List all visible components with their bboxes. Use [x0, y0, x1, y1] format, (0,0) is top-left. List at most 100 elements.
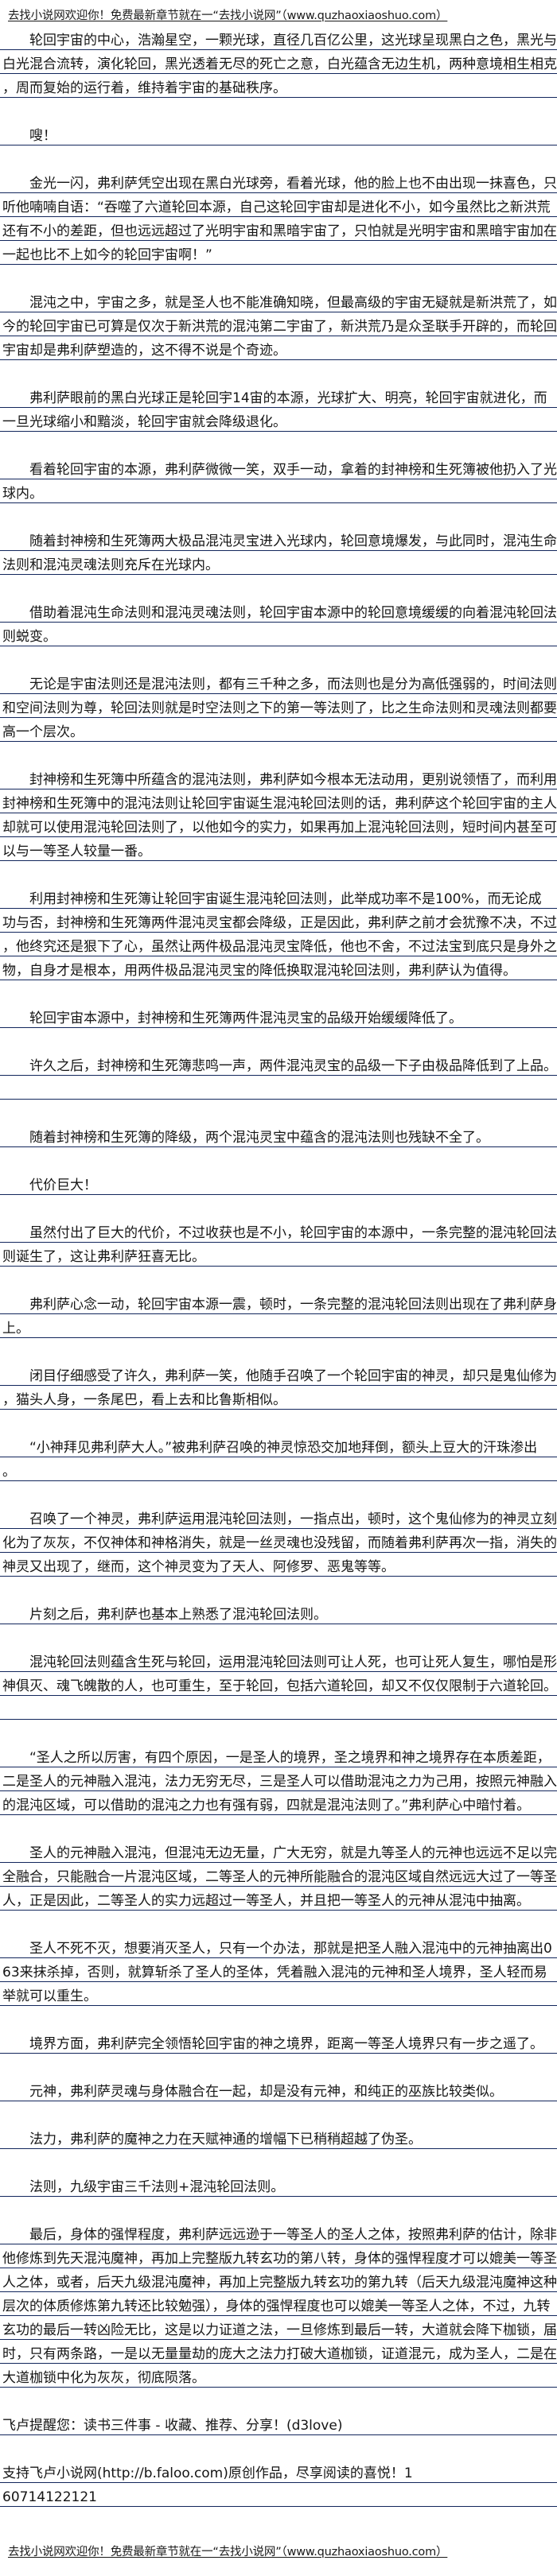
paragraph: 召唤了一个神灵，弗利萨运用混沌轮回法则，一指点出，顿时，这个鬼仙修为的神灵立刻化…	[0, 1505, 557, 1577]
text-line: 封神榜和生死簿中的混沌法则让轮回宇宙诞生混沌轮回法则的话，弗利萨这个轮回宇宙的主…	[2, 796, 557, 812]
text-line: 飞卢提醒您：读书三件事 - 收藏、推荐、分享！(d3love)	[2, 2418, 343, 2434]
text-line: 则诞生了，这让弗利萨狂喜无比。	[2, 1249, 205, 1265]
paragraph: 弗利萨心念一动，轮回宇宙本源一震，顿时，一条完整的混沌轮回法则出现在了弗利萨身上…	[0, 1290, 557, 1338]
ruled-line: 一旦光球缩小和黯淡，轮回宇宙就会降级退化。	[0, 408, 557, 432]
text-line: 玄功的最后一转凶险无比，这是以力证道之法，一旦修炼到最后一转，大道就会降下枷锁，…	[2, 2322, 557, 2338]
ruled-line: 借助着混沌生命法则和混沌灵魂法则，轮回宇宙本源中的轮回意境缓缓的向着混沌轮回法	[0, 599, 557, 623]
text-line: 境界方面，弗利萨完全领悟轮回宇宙的神之境界，距离一等圣人境界只有一步之遥了。	[2, 2036, 543, 2052]
paragraph: 境界方面，弗利萨完全领悟轮回宇宙的神之境界，距离一等圣人境界只有一步之遥了。	[0, 2030, 557, 2054]
text-line: 混沌轮回法则蕴含生死与轮回，运用混沌轮回法则可让人死，也可让死人复生，哪怕是形	[2, 1655, 557, 1670]
ruled-line: 随着封神榜和生死簿两大极品混沌灵宝进入光球内，轮回意境爆发，与此同时，混沌生命	[0, 527, 557, 551]
ruled-line: 封神榜和生死簿中的混沌法则让轮回宇宙诞生混沌轮回法则的话，弗利萨这个轮回宇宙的主…	[0, 789, 557, 813]
paragraph: 飞卢提醒您：读书三件事 - 收藏、推荐、分享！(d3love)	[0, 2411, 557, 2435]
text-line: 60714122121	[2, 2489, 97, 2505]
text-line: ，猫头人身，一条尾巴，看上去和比鲁斯相似。	[2, 1392, 286, 1408]
ruled-line: 代价巨大！	[0, 1171, 557, 1195]
text-line: 嗖！	[2, 128, 56, 144]
paragraph: 支持飞卢小说网(http://b.faloo.com)原创作品，尽享阅读的喜悦！…	[0, 2459, 557, 2507]
text-line: 弗利萨心念一动，轮回宇宙本源一震，顿时，一条完整的混沌轮回法则出现在了弗利萨身	[2, 1297, 557, 1313]
text-line: 随着封神榜和生死簿的降级，两个混沌灵宝中蕴含的混沌法则也残缺不全了。	[2, 1130, 489, 1146]
ruled-line: 弗利萨心念一动，轮回宇宙本源一震，顿时，一条完整的混沌轮回法则出现在了弗利萨身	[0, 1290, 557, 1314]
ruled-line: 则诞生了，这让弗利萨狂喜无比。	[0, 1243, 557, 1267]
paragraph: 无论是宇宙法则还是混沌法则，都有三千种之多，而法则也是分为高低强弱的，时间法则和…	[0, 670, 557, 742]
ruled-line: 法则和混沌灵魂法则充斥在光球内。	[0, 551, 557, 575]
text-line: 一旦光球缩小和黯淡，轮回宇宙就会降级退化。	[2, 414, 286, 430]
text-line: 的混沌区域，可以借助的混沌之力也有强有弱，四就是混沌法则了。”弗利萨心中暗忖着。	[2, 1798, 531, 1814]
ruled-line: 随着封神榜和生死簿的降级，两个混沌灵宝中蕴含的混沌法则也残缺不全了。	[0, 1123, 557, 1147]
paragraph: 弗利萨眼前的黑白光球正是轮回宇14宙的本源，光球扩大、明亮，轮回宇宙就进化，而一…	[0, 384, 557, 432]
text-line: 随着封神榜和生死簿两大极品混沌灵宝进入光球内，轮回意境爆发，与此同时，混沌生命	[2, 533, 557, 549]
text-line: 功与否，封神榜和生死簿两件混沌灵宝都会降级，正是因此，弗利萨之前才会犹豫不决，不…	[2, 915, 557, 931]
ruled-line	[0, 1076, 557, 1100]
text-line: 今的轮回宇宙已可算是仅次于新洪荒的混沌第二宇宙了，新洪荒乃是众圣联手开辟的，而轮…	[2, 319, 557, 335]
ruled-line: 人，正是因此，二等圣人的实力远超过一等圣人，并且把一等圣人的元神从混沌中抽离。	[0, 1887, 557, 1911]
paragraph: 借助着混沌生命法则和混沌灵魂法则，轮回宇宙本源中的轮回意境缓缓的向着混沌轮回法则…	[0, 599, 557, 646]
text-line: 闭目仔细感受了许久，弗利萨一笑，他随手召唤了一个轮回宇宙的神灵，却只是鬼仙修为	[2, 1368, 557, 1384]
text-line: 召唤了一个神灵，弗利萨运用混沌轮回法则，一指点出，顿时，这个鬼仙修为的神灵立刻	[2, 1511, 557, 1527]
ruled-line: 60714122121	[0, 2483, 557, 2507]
text-line: 轮回宇宙的中心，浩瀚星空，一颗光球，直径几百亿公里，这光球呈现黑白之色，黑光与	[2, 33, 557, 48]
ruled-line: 片刻之后，弗利萨也基本上熟悉了混沌轮回法则。	[0, 1600, 557, 1624]
text-line: 法力，弗利萨的魔神之力在天赋神通的增幅下已稍稍超越了伪圣。	[2, 2132, 422, 2147]
ruled-line: 他修炼到先天混沌魔神，再加上完整版九转玄功的第八转，身体的强悍程度才可以媲美一等…	[0, 2244, 557, 2268]
ruled-line: 时，只有两条路，一是以无量量劫的庞大之法力打破大道枷锁，证道混元，成为圣人，二是…	[0, 2340, 557, 2364]
text-line: 一起也比不上如今的轮回宇宙啊！”	[2, 247, 212, 263]
ruled-line: 圣人不死不灭，想要消灭圣人，只有一个办法，那就是把圣人融入混沌中的元神抽离出0	[0, 1934, 557, 1958]
ruled-line: 今的轮回宇宙已可算是仅次于新洪荒的混沌第二宇宙了，新洪荒乃是众圣联手开辟的，而轮…	[0, 312, 557, 336]
paragraph: 圣人的元神融入混沌，但混沌无边无量，广大无穷，就是九等圣人的元神也远远不足以完全…	[0, 1839, 557, 1911]
ruled-line: 境界方面，弗利萨完全领悟轮回宇宙的神之境界，距离一等圣人境界只有一步之遥了。	[0, 2030, 557, 2054]
ruled-line: 轮回宇宙本源中，封神榜和生死簿两件混沌灵宝的品级开始缓缓降低了。	[0, 1004, 557, 1028]
ruled-line: “小神拜见弗利萨大人。”被弗利萨召唤的神灵惊恐交加地拜倒，额头上豆大的汗珠渗出	[0, 1433, 557, 1457]
site-banner-link-top[interactable]: 去找小说网欢迎你！免费最新章节就在一“去找小说网”（www.quzhaoxiao…	[8, 10, 448, 22]
ruled-line: 神灵又出现了，继而，这个神灵变为了天人、阿修罗、恶鬼等等。	[0, 1553, 557, 1577]
ruled-line: ，猫头人身，一条尾巴，看上去和比鲁斯相似。	[0, 1386, 557, 1410]
paragraph: 利用封神榜和生死簿让轮回宇宙诞生混沌轮回法则，此举成功率不是100%，而无论成功…	[0, 885, 557, 980]
ruled-line: 人之体，或者，后天九级混沌魔神，再加上完整版九转玄功的第九转（后天九级混沌魔神这…	[0, 2268, 557, 2292]
ruled-line: 闭目仔细感受了许久，弗利萨一笑，他随手召唤了一个轮回宇宙的神灵，却只是鬼仙修为	[0, 1362, 557, 1386]
ruled-line: 化为了灰灰，不仅神体和神格消失，就是一丝灵魂也没残留，而随着弗利萨再次一指，消失…	[0, 1529, 557, 1553]
chapter-text: 轮回宇宙的中心，浩瀚星空，一颗光球，直径几百亿公里，这光球呈现黑白之色，黑光与白…	[0, 26, 557, 2531]
ruled-line: 物，自身才是根本，用两件极品混沌灵宝的降低换取混沌轮回法则，弗利萨认为值得。	[0, 956, 557, 980]
text-line: 支持飞卢小说网(http://b.faloo.com)原创作品，尽享阅读的喜悦！…	[2, 2465, 413, 2481]
ruled-line: 的混沌区域，可以借助的混沌之力也有强有弱，四就是混沌法则了。”弗利萨心中暗忖着。	[0, 1791, 557, 1815]
paragraph: 闭目仔细感受了许久，弗利萨一笑，他随手召唤了一个轮回宇宙的神灵，却只是鬼仙修为 ，…	[0, 1362, 557, 1410]
ruled-line: 高一个层次。	[0, 718, 557, 742]
text-line: 最后，身体的强悍程度，弗利萨远远逊于一等圣人的圣人之体，按照弗利萨的估计，除非	[2, 2227, 557, 2243]
text-line: 二是圣人的元神融入混沌，法力无穷无尽，三是圣人可以借助混沌之力为己用，按照元神融…	[2, 1774, 557, 1790]
paragraph: 片刻之后，弗利萨也基本上熟悉了混沌轮回法则。	[0, 1600, 557, 1624]
ruled-line: 封神榜和生死簿中所蕴含的混沌法则，弗利萨如今根本无法动用，更别说领悟了，而利用	[0, 766, 557, 789]
text-line: 白光混合流转，演化轮回，黑光透着无尽的死亡之意，白光蕴含无边生机，两种意境相生相…	[2, 56, 557, 72]
ruled-line: 则蜕变。	[0, 623, 557, 646]
ruled-line: 。	[0, 1457, 557, 1481]
paragraph: “圣人之所以厉害，有四个原因，一是圣人的境界，圣之境界和神之境界存在本质差距， 二…	[0, 1744, 557, 1815]
text-line: 轮回宇宙本源中，封神榜和生死簿两件混沌灵宝的品级开始缓缓降低了。	[2, 1011, 462, 1026]
text-line: 以与一等圣人较量一番。	[2, 844, 151, 859]
text-line: 层次的体质修炼第九转还比较勉强），身体的强悍程度也可以媲美一等圣人之体，不过，九…	[2, 2299, 551, 2314]
paragraph: 混沌轮回法则蕴含生死与轮回，运用混沌轮回法则可让人死，也可让死人复生，哪怕是形神…	[0, 1648, 557, 1720]
ruled-line: 轮回宇宙的中心，浩瀚星空，一颗光球，直径几百亿公里，这光球呈现黑白之色，黑光与	[0, 26, 557, 50]
text-line: 无论是宇宙法则还是混沌法则，都有三千种之多，而法则也是分为高低强弱的，时间法则	[2, 677, 557, 692]
text-line: 弗利萨眼前的黑白光球正是轮回宇14宙的本源，光球扩大、明亮，轮回宇宙就进化，而	[2, 390, 547, 406]
text-line: “小神拜见弗利萨大人。”被弗利萨召唤的神灵惊恐交加地拜倒，额头上豆大的汗珠渗出	[2, 1440, 538, 1456]
ruled-line: “圣人之所以厉害，有四个原因，一是圣人的境界，圣之境界和神之境界存在本质差距，	[0, 1744, 557, 1767]
text-line: 神俱灭、魂飞魄散的人，也可重生，至于轮回，包括六道轮回，却又不仅仅限制于六道轮回…	[2, 1678, 557, 1694]
text-line: 全融合，只能融合一片混沌区域，二等圣人的元神所能融合的混沌区域自然远远大过了一等…	[2, 1869, 557, 1885]
ruled-line: 上。	[0, 1314, 557, 1338]
text-line: 化为了灰灰，不仅神体和神格消失，就是一丝灵魂也没残留，而随着弗利萨再次一指，消失…	[2, 1535, 557, 1551]
ruled-line: 以与一等圣人较量一番。	[0, 837, 557, 861]
ruled-line: 和空间法则为尊，轮回法则就是时空法则之下的第一等法则了，比之生命法则和灵魂法则都…	[0, 694, 557, 718]
ruled-line: 全融合，只能融合一片混沌区域，二等圣人的元神所能融合的混沌区域自然远远大过了一等…	[0, 1863, 557, 1887]
ruled-line: 听他喃喃自语：“吞噬了六道轮回本源，自己这轮回宇宙却是进化不小，如今虽然比之新洪…	[0, 193, 557, 217]
ruled-line: 球内。	[0, 479, 557, 503]
ruled-line: 元神，弗利萨灵魂与身体融合在一起，却是没有元神，和纯正的巫族比较类似。	[0, 2077, 557, 2101]
text-line: 圣人不死不灭，想要消灭圣人，只有一个办法，那就是把圣人融入混沌中的元神抽离出0	[2, 1941, 552, 1957]
text-line: 封神榜和生死簿中所蕴含的混沌法则，弗利萨如今根本无法动用，更别说领悟了，而利用	[2, 772, 557, 788]
text-line: 神灵又出现了，继而，这个神灵变为了天人、阿修罗、恶鬼等等。	[2, 1559, 395, 1575]
site-banner-link-bottom[interactable]: 去找小说网欢迎你！免费最新章节就在一“去找小说网”（www.quzhaoxiao…	[8, 2546, 448, 2559]
ruled-line: 金光一闪，弗利萨凭空出现在黑白光球旁，看着光球，他的脸上也不由出现一抹喜色，只	[0, 169, 557, 193]
paragraph: 许久之后，封神榜和生死簿悲鸣一声，两件混沌灵宝的品级一下子由极品降低到了上品。	[0, 1052, 557, 1100]
ruled-line: 看着轮回宇宙的本源，弗利萨微微一笑，双手一动，拿着的封神榜和生死簿被他扔入了光	[0, 456, 557, 479]
ruled-line: 支持飞卢小说网(http://b.faloo.com)原创作品，尽享阅读的喜悦！…	[0, 2459, 557, 2483]
ruled-line: 法则，九级宇宙三千法则+混沌轮回法则。	[0, 2173, 557, 2197]
ruled-line: 举就可以重生。	[0, 1982, 557, 2006]
